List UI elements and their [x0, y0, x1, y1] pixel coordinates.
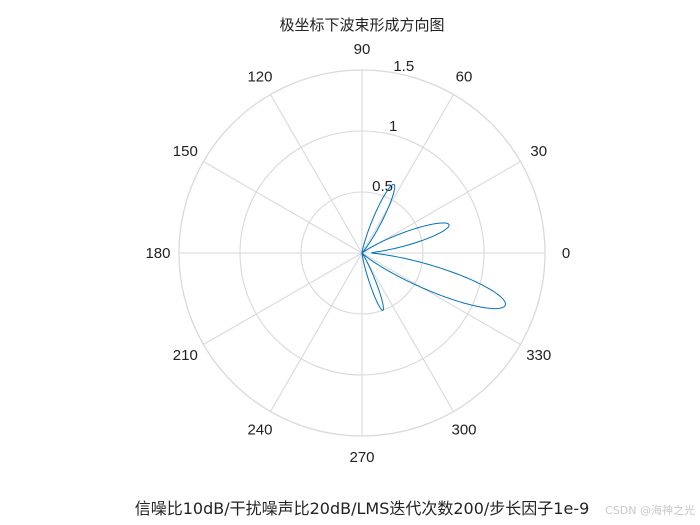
angle-tick-labels: 0 30 60 90 120 150 180 210 240 270 300 330: [145, 41, 570, 466]
angle-tick-label: 120: [247, 68, 272, 85]
x-axis-label: 信噪比10dB/干扰噪声比20dB/LMS迭代次数200/步长因子1e-9: [135, 499, 590, 518]
grid-spoke-11: [361, 252, 521, 345]
watermark: CSDN @海神之光: [605, 503, 695, 517]
grid-spoke-5: [203, 161, 363, 254]
angle-tick-label: 240: [247, 422, 272, 439]
radius-tick-label: 0.5: [372, 178, 393, 195]
angle-tick-label: 90: [354, 41, 371, 58]
angle-tick-label: 60: [456, 68, 473, 85]
angle-tick-label: 30: [530, 143, 547, 160]
grid-spoke-10: [361, 252, 454, 412]
angle-tick-label: 270: [349, 449, 374, 466]
beam-pattern-series: [360, 183, 506, 311]
angle-tick-label: 210: [173, 347, 198, 364]
radius-tick-label: 1.5: [393, 58, 414, 75]
angle-tick-label: 150: [173, 143, 198, 160]
angle-tick-label: 180: [145, 245, 170, 262]
chart-title: 极坐标下波束形成方向图: [279, 16, 444, 34]
grid-spoke-1: [361, 161, 521, 254]
grid-spoke-2: [361, 94, 454, 254]
polar-grid: [178, 69, 546, 437]
beam-pattern-line: [360, 183, 506, 311]
angle-tick-label: 300: [452, 422, 477, 439]
angle-tick-label: 0: [562, 245, 570, 262]
radius-tick-label: 1: [389, 118, 397, 135]
grid-spoke-7: [203, 252, 363, 345]
grid-spoke-4: [270, 94, 363, 254]
grid-spoke-8: [270, 252, 363, 412]
angle-tick-label: 330: [526, 347, 551, 364]
